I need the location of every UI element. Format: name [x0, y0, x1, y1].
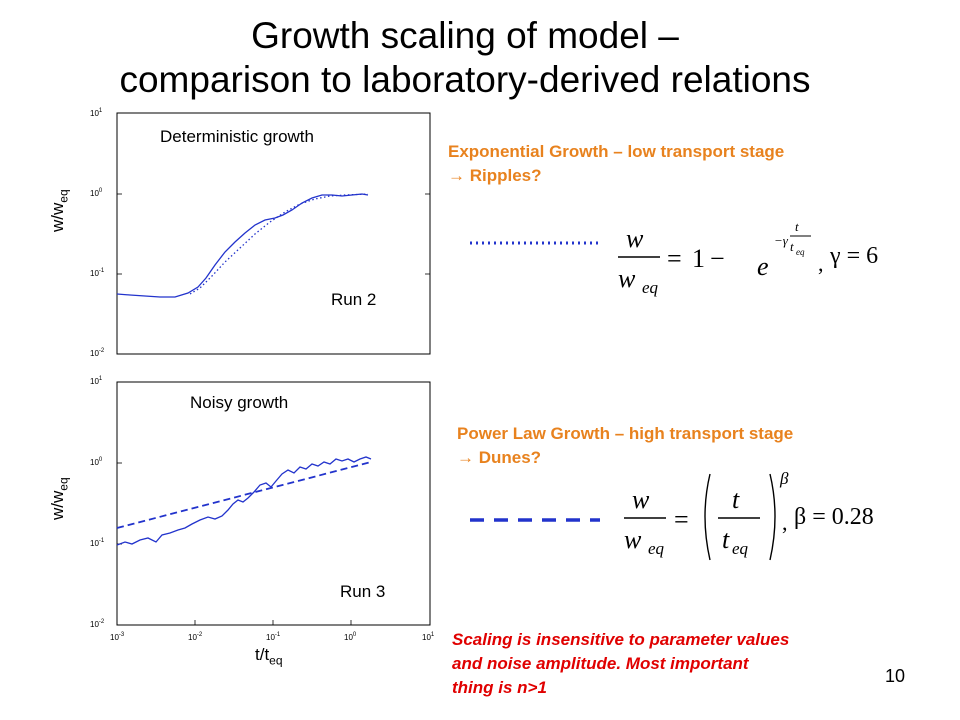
x-tick-label: 10-3: [110, 632, 125, 642]
power-law-fit-dashed-line: [116, 461, 372, 529]
caption-line: → Dunes?: [457, 448, 542, 467]
top-y-axis-label: w/weq: [48, 189, 70, 232]
svg-text:eq: eq: [796, 247, 805, 257]
noisy-model-curve: [116, 456, 372, 546]
caption-line: Exponential Growth – low transport stage: [448, 142, 785, 161]
svg-text:,: ,: [818, 251, 824, 276]
y-tick-label: 101: [90, 376, 103, 386]
exponential-formula: w w eq e −γ t t eq = 1 − , γ = 6: [612, 205, 892, 305]
svg-text:t: t: [722, 525, 730, 554]
note-line: thing is n>1: [452, 678, 547, 697]
svg-text:e: e: [757, 252, 769, 281]
gamma-value: γ = 6: [830, 243, 879, 269]
power-law-caption: Power Law Growth – high transport stage …: [457, 422, 793, 470]
svg-text:eq: eq: [642, 278, 659, 297]
x-axis-label: t/teq: [255, 645, 283, 667]
y-tick-label: 101: [90, 108, 103, 118]
svg-text:t: t: [790, 239, 794, 254]
noisy-growth-plot: 101 100 10-1 10-2 10-3 10-2 10-1 100 101: [90, 376, 435, 642]
x-tick-label: 10-2: [188, 632, 203, 642]
exponential-fit-dotted-line: [189, 193, 369, 295]
scaling-note: Scaling is insensitive to parameter valu…: [452, 628, 789, 700]
svg-text:w: w: [618, 264, 636, 293]
y-label-text: w/w: [48, 202, 67, 232]
beta-value: β = 0.28: [794, 504, 874, 530]
svg-text:=: =: [667, 244, 682, 273]
svg-text:,: ,: [782, 510, 788, 535]
y-tick-label: 100: [90, 188, 103, 198]
y-label-sub: eq: [56, 477, 71, 491]
plot-frame: [116, 381, 431, 626]
top-plot-label: Deterministic growth: [160, 127, 314, 146]
caption-line: Power Law Growth – high transport stage: [457, 424, 794, 443]
x-label-text: t/t: [255, 645, 270, 664]
svg-text:w: w: [632, 485, 650, 514]
svg-text:−: −: [710, 244, 725, 273]
svg-text:=: =: [674, 505, 689, 534]
y-tick-label: 10-1: [90, 268, 105, 278]
y-label-text: w/w: [48, 490, 67, 520]
page-number: 10: [885, 666, 906, 686]
svg-text:t: t: [795, 219, 799, 234]
y-tick-label: 10-2: [90, 619, 105, 629]
note-line: and noise amplitude. Most important: [452, 654, 749, 673]
exponential-growth-caption: Exponential Growth – low transport stage…: [448, 140, 784, 188]
y-tick-label: 10-1: [90, 538, 105, 548]
top-run-label: Run 2: [331, 290, 377, 309]
slide-title: Growth scaling of model – comparison to …: [0, 14, 930, 102]
svg-text:w: w: [624, 525, 642, 554]
exponential-formula-graphic: w w eq e −γ t t eq = 1 − ,: [618, 219, 824, 297]
power-law-formula: w w eq t t eq β = , β = 0.28: [620, 468, 910, 568]
svg-text:1: 1: [692, 244, 705, 273]
deterministic-model-curve: [116, 193, 369, 298]
dotted-legend-line: [470, 241, 602, 245]
title-line-1: Growth scaling of model –: [251, 15, 679, 56]
x-tick-label: 101: [422, 632, 435, 642]
bottom-y-axis-label: w/weq: [48, 477, 70, 520]
dashed-legend-line: [470, 518, 600, 522]
svg-text:−γ: −γ: [774, 233, 789, 248]
plot-frame: [116, 112, 431, 355]
power-law-formula-graphic: w w eq t t eq β = ,: [624, 469, 789, 561]
svg-text:eq: eq: [648, 539, 665, 558]
deterministic-growth-plot: 101 100 10-1 10-2: [90, 108, 431, 358]
y-label-sub: eq: [56, 189, 71, 203]
svg-text:eq: eq: [732, 539, 749, 558]
x-label-sub: eq: [269, 653, 283, 668]
caption-line: → Ripples?: [448, 166, 542, 185]
svg-text:β: β: [779, 469, 789, 488]
y-tick-label: 10-2: [90, 348, 105, 358]
y-tick-label: 100: [90, 457, 103, 467]
svg-text:w: w: [626, 224, 644, 253]
bottom-plot-label: Noisy growth: [190, 393, 289, 412]
svg-text:t: t: [732, 485, 740, 514]
title-line-2: comparison to laboratory-derived relatio…: [119, 59, 811, 100]
x-tick-label: 10-1: [266, 632, 281, 642]
bottom-run-label: Run 3: [340, 582, 386, 601]
x-tick-label: 100: [344, 632, 357, 642]
note-line: Scaling is insensitive to parameter valu…: [452, 630, 790, 649]
